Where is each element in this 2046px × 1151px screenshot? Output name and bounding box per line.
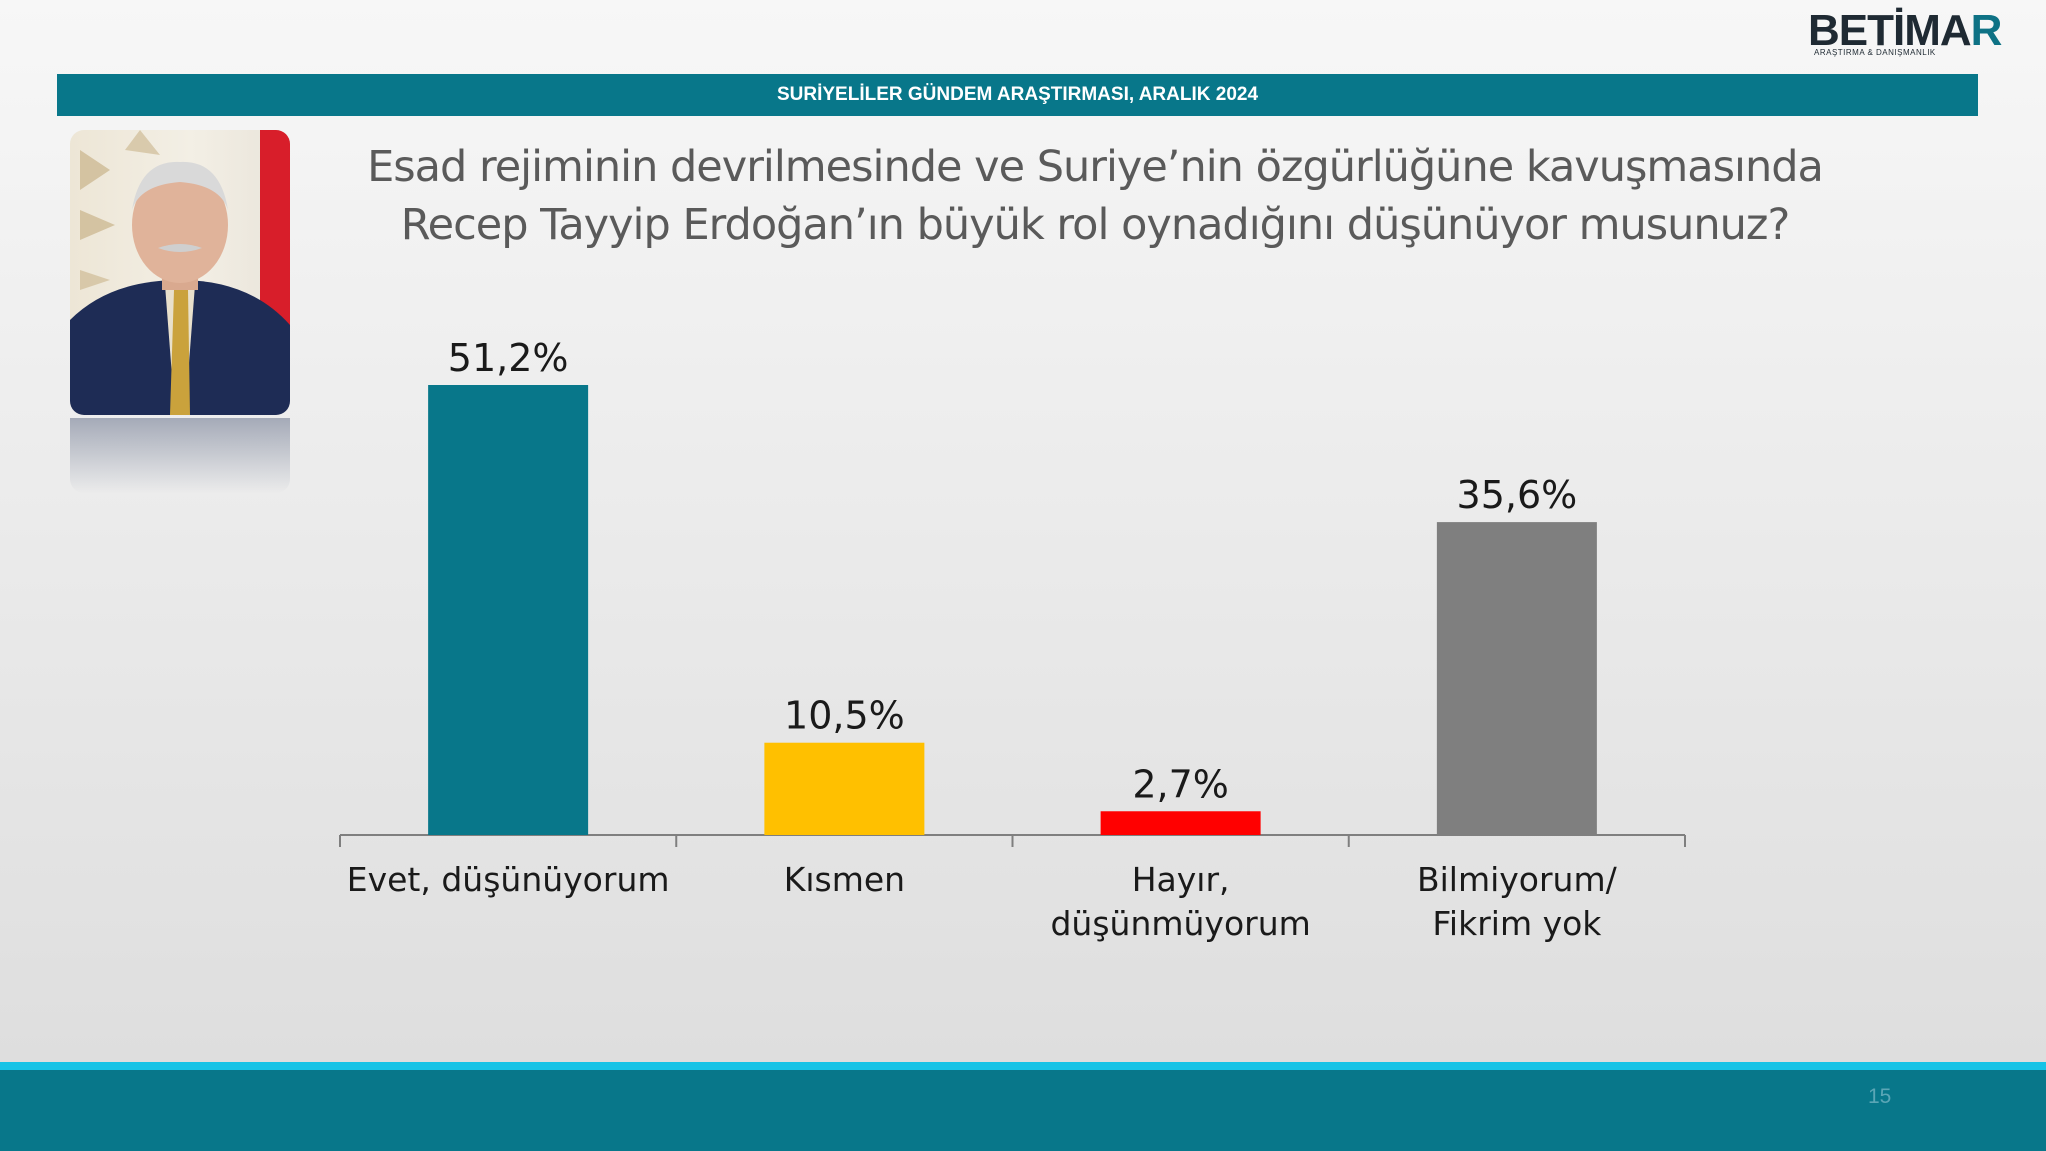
page-number: 15 xyxy=(1868,1085,1892,1108)
category-label-4: Fikrim yok xyxy=(1432,904,1602,943)
category-label-3: Hayır, xyxy=(1132,860,1230,899)
bar-1 xyxy=(428,385,589,835)
category-label-3: düşünmüyorum xyxy=(1050,904,1310,943)
portrait-reflection xyxy=(70,418,290,493)
logo-tagline: ARAŞTIRMA & DANIŞMANLIK xyxy=(1814,48,1936,57)
value-label-1: 51,2% xyxy=(448,336,569,380)
value-label-3: 2,7% xyxy=(1132,762,1229,806)
footer-accent-line xyxy=(0,1062,2046,1070)
footer-bar xyxy=(0,1070,2046,1151)
bar-4 xyxy=(1436,522,1597,835)
category-label-1: Evet, düşünüyorum xyxy=(347,860,670,899)
logo-wordmark: BETİMAR xyxy=(1808,6,2002,55)
bar-2 xyxy=(764,742,925,835)
bar-3 xyxy=(1100,811,1261,835)
category-label-4: Bilmiyorum/ xyxy=(1417,860,1618,899)
category-label-2: Kısmen xyxy=(784,860,905,899)
question-line-2: Recep Tayyip Erdoğan’ın büyük rol oynadı… xyxy=(400,200,1791,250)
value-label-4: 35,6% xyxy=(1457,473,1578,517)
header-title: SURİYELİLER GÜNDEM ARAŞTIRMASI, ARALIK 2… xyxy=(776,84,1259,105)
portrait-illustration xyxy=(70,130,290,415)
value-label-2: 10,5% xyxy=(784,694,905,738)
bar-chart: 51,2% 10,5% 2,7% 35,6% Evet, düşünüyorum Kıs… xyxy=(339,336,1686,943)
question-line-1: Esad rejiminin devrilmesinde ve Suriye’n… xyxy=(367,142,1824,192)
question-text: Esad rejiminin devrilmesinde ve Suriye’n… xyxy=(320,138,1870,254)
portrait-photo xyxy=(70,130,290,415)
header-banner: SURİYELİLER GÜNDEM ARAŞTIRMASI, ARALIK 2… xyxy=(57,74,1978,116)
betimar-logo: BETİMAR ARAŞTIRMA & DANIŞMANLIK xyxy=(1808,6,2038,62)
